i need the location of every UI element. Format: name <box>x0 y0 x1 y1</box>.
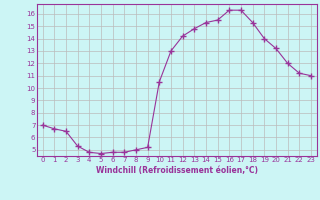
X-axis label: Windchill (Refroidissement éolien,°C): Windchill (Refroidissement éolien,°C) <box>96 166 258 175</box>
